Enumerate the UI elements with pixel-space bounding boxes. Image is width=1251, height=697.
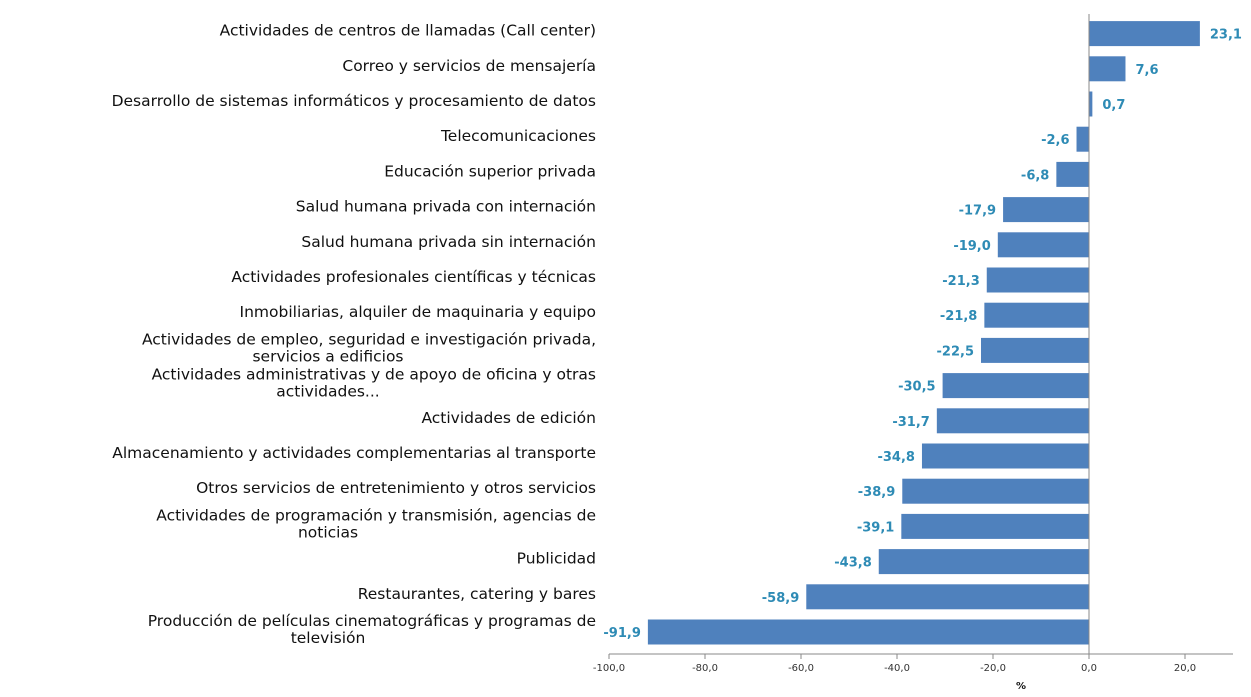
x-tick-label: 0,0 [1081, 663, 1097, 674]
category-label: Publicidad [517, 550, 596, 568]
bar [806, 584, 1089, 610]
bar [878, 549, 1089, 575]
data-label: -6,8 [1021, 168, 1049, 183]
bar [1089, 21, 1200, 47]
category-label: Almacenamiento y actividades complementa… [112, 444, 596, 462]
data-label: -91,9 [603, 626, 640, 641]
category-label-line: Actividades de programación y transmisió… [156, 506, 596, 524]
category-label: Salud humana privada con internación [296, 198, 596, 216]
category-label-line: Desarrollo de sistemas informáticos y pr… [112, 92, 596, 110]
category-label-line: televisión [291, 629, 366, 647]
data-label: -30,5 [898, 380, 935, 395]
bar [997, 232, 1089, 258]
data-label: -19,0 [953, 239, 990, 254]
category-label: Actividades de empleo, seguridad e inves… [142, 330, 596, 365]
x-tick-label: -40,0 [884, 663, 910, 674]
bar [986, 267, 1089, 293]
x-tick-label: -80,0 [692, 663, 718, 674]
category-label: Inmobiliarias, alquiler de maquinaria y … [240, 303, 596, 321]
category-label-line: Telecomunicaciones [440, 127, 596, 145]
x-tick-label: -60,0 [788, 663, 814, 674]
category-label-line: Almacenamiento y actividades complementa… [112, 444, 596, 462]
x-tick-label: -100,0 [593, 663, 625, 674]
category-label-line: Actividades profesionales científicas y … [231, 268, 596, 286]
bar [1056, 161, 1089, 187]
category-label: Producción de películas cinematográficas… [148, 612, 596, 647]
category-label-line: Actividades de centros de llamadas (Call… [220, 22, 596, 40]
category-label-line: Actividades administrativas y de apoyo d… [152, 366, 596, 384]
data-label: -31,7 [892, 415, 929, 430]
category-label: Telecomunicaciones [440, 127, 596, 145]
category-label-line: Educación superior privada [384, 162, 596, 180]
category-label-line: Producción de películas cinematográficas… [148, 612, 596, 630]
category-label: Actividades administrativas y de apoyo d… [152, 366, 596, 401]
data-label: 23,1 [1210, 28, 1242, 43]
category-label: Salud humana privada sin internación [301, 233, 596, 251]
category-label: Actividades de edición [421, 409, 596, 427]
category-label-line: Salud humana privada con internación [296, 198, 596, 216]
data-label: 7,6 [1135, 63, 1158, 78]
data-label: -39,1 [857, 520, 894, 535]
bar [981, 337, 1089, 363]
x-tick-label: -20,0 [980, 663, 1006, 674]
category-label: Actividades profesionales científicas y … [231, 268, 596, 286]
bar [984, 302, 1089, 328]
bar [921, 443, 1089, 469]
bar [647, 619, 1089, 645]
category-label-line: Inmobiliarias, alquiler de maquinaria y … [240, 303, 596, 321]
data-label: -21,8 [940, 309, 977, 324]
data-label: -34,8 [877, 450, 914, 465]
category-label-line: servicios a edificios [252, 347, 403, 365]
bar [902, 478, 1089, 504]
category-label: Actividades de programación y transmisió… [156, 506, 596, 541]
bar [1089, 91, 1093, 117]
data-label: -43,8 [834, 556, 871, 571]
category-label-line: Actividades de edición [421, 409, 596, 427]
category-label: Correo y servicios de mensajería [342, 57, 596, 75]
category-label: Actividades de centros de llamadas (Call… [220, 22, 596, 40]
data-label: -2,6 [1041, 133, 1069, 148]
bar [942, 373, 1089, 399]
data-label: 0,7 [1102, 98, 1125, 113]
category-label-line: Correo y servicios de mensajería [342, 57, 596, 75]
data-label: -22,5 [937, 344, 974, 359]
category-label-line: Publicidad [517, 550, 596, 568]
data-label: -58,9 [762, 591, 799, 606]
bar [1076, 126, 1089, 152]
category-label-line: Salud humana privada sin internación [301, 233, 596, 251]
x-axis-title: % [1016, 681, 1026, 692]
x-tick-label: 20,0 [1174, 663, 1196, 674]
bar [1089, 56, 1126, 82]
data-label: -38,9 [858, 485, 895, 500]
category-label-line: Otros servicios de entretenimiento y otr… [196, 479, 596, 497]
category-label-line: Actividades de empleo, seguridad e inves… [142, 330, 596, 348]
category-label-line: Restaurantes, catering y bares [358, 585, 596, 603]
data-label: -17,9 [959, 204, 996, 219]
bar [936, 408, 1089, 434]
category-label: Restaurantes, catering y bares [358, 585, 596, 603]
category-label: Desarrollo de sistemas informáticos y pr… [112, 92, 596, 110]
data-label: -21,3 [942, 274, 979, 289]
bar [1003, 197, 1089, 223]
bar [901, 513, 1089, 539]
category-label: Otros servicios de entretenimiento y otr… [196, 479, 596, 497]
category-label: Educación superior privada [384, 162, 596, 180]
category-label-line: noticias [298, 523, 358, 541]
category-label-line: actividades... [276, 383, 379, 401]
